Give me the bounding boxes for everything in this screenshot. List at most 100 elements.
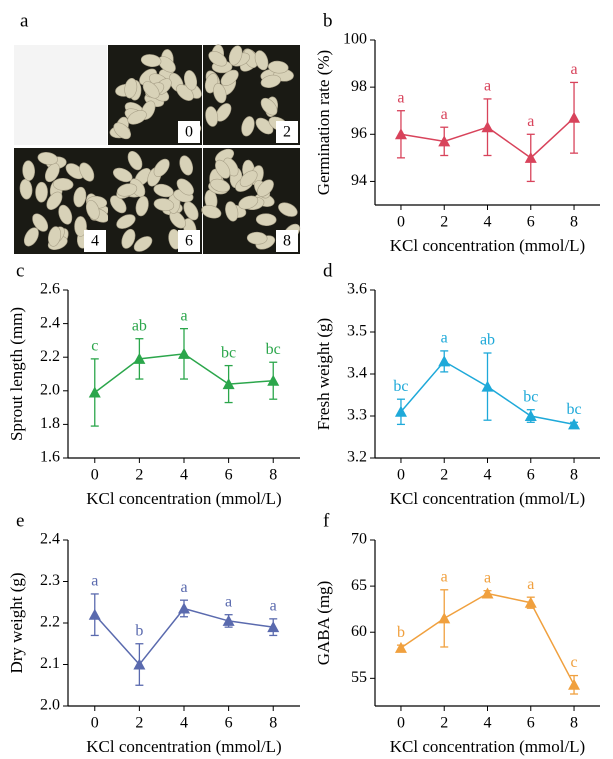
marker — [394, 641, 407, 653]
grain — [116, 183, 138, 197]
grain — [74, 216, 87, 237]
tile-label-box — [276, 121, 298, 143]
significance-letter: bc — [566, 401, 581, 418]
y-tick-label: 60 — [351, 623, 367, 640]
grain — [228, 45, 243, 66]
grain — [225, 201, 239, 222]
grain — [124, 77, 138, 99]
marker — [133, 352, 146, 364]
grain — [127, 150, 143, 171]
y-tick-label: 2.0 — [40, 697, 60, 714]
x-tick-label: 2 — [440, 715, 448, 732]
marker — [178, 602, 190, 614]
significance-letter: a — [527, 113, 534, 130]
y-axis-label: Fresh weight (g) — [314, 318, 333, 430]
significance-letter: b — [397, 624, 405, 641]
marker — [438, 612, 451, 624]
marker — [222, 614, 235, 626]
panel-label: c — [16, 260, 24, 281]
y-tick-label: 55 — [351, 669, 367, 686]
grain — [48, 226, 62, 247]
x-tick-label: 4 — [180, 715, 188, 732]
marker — [568, 111, 581, 123]
grain — [239, 170, 258, 187]
panel-label: d — [323, 260, 333, 281]
grain — [176, 178, 194, 196]
grain — [268, 60, 289, 74]
x-tick-label: 4 — [484, 715, 492, 732]
x-axis-label: KCl concentration (mmol/L) — [86, 489, 281, 508]
series-line — [400, 592, 575, 686]
grain — [46, 191, 63, 210]
marker — [568, 418, 581, 430]
significance-letter: a — [527, 576, 534, 593]
x-tick-label: 0 — [91, 467, 99, 484]
grain — [201, 205, 222, 219]
x-tick-label: 8 — [269, 715, 277, 732]
x-axis-label: KCl concentration (mmol/L) — [86, 737, 281, 756]
grain — [133, 236, 153, 252]
significance-letter: c — [570, 654, 577, 671]
y-tick-label: 65 — [351, 577, 367, 594]
grain — [112, 167, 133, 183]
grain — [254, 50, 269, 71]
marker — [568, 678, 581, 690]
grain — [260, 74, 281, 88]
blank-tile — [14, 45, 107, 145]
significance-letter: bc — [266, 341, 281, 358]
marker — [524, 410, 537, 421]
y-tick-label: 2.2 — [40, 614, 60, 631]
marker — [438, 355, 451, 367]
grain — [140, 54, 162, 67]
marker — [267, 374, 280, 386]
grain — [153, 183, 174, 198]
tile-label: 8 — [283, 233, 291, 250]
y-tick-label: 98 — [351, 78, 367, 95]
grain — [238, 195, 259, 210]
y-tick-label: 2.4 — [40, 531, 60, 548]
grain — [22, 160, 35, 181]
y-tick-label: 2.1 — [40, 655, 60, 672]
x-tick-label: 4 — [484, 214, 492, 231]
tile-label: 6 — [185, 233, 193, 250]
y-tick-label: 3.4 — [347, 365, 367, 382]
marker — [133, 658, 146, 670]
y-tick-label: 1.6 — [40, 449, 60, 466]
significance-letter: a — [91, 573, 98, 590]
grain — [110, 195, 127, 214]
tile-label: 2 — [283, 124, 291, 141]
x-axis-label: KCl concentration (mmol/L) — [390, 489, 585, 508]
significance-letter: a — [225, 593, 232, 610]
y-tick-label: 3.2 — [347, 449, 367, 466]
grain — [121, 228, 136, 249]
significance-letter: bc — [221, 344, 236, 361]
grain — [215, 159, 231, 179]
grain — [116, 214, 136, 229]
x-tick-label: 8 — [570, 214, 578, 231]
marker — [267, 621, 280, 633]
tile-label: 4 — [91, 233, 99, 250]
x-tick-label: 4 — [484, 467, 492, 484]
significance-letter: a — [441, 568, 448, 585]
grain — [210, 178, 231, 193]
grain — [255, 213, 277, 226]
grain — [241, 116, 255, 137]
marker — [481, 121, 494, 133]
grain — [113, 122, 131, 140]
grain — [19, 178, 33, 200]
x-tick-label: 0 — [397, 467, 405, 484]
significance-letter: a — [441, 106, 448, 123]
grain — [127, 110, 147, 125]
panel-label: e — [16, 510, 24, 531]
x-axis-label: KCl concentration (mmol/L) — [390, 236, 585, 255]
grain — [213, 83, 227, 104]
grain — [23, 227, 39, 247]
y-axis-label: GABA (mg) — [314, 581, 333, 666]
y-axis-label: Dry weight (g) — [7, 572, 26, 673]
grain — [32, 213, 49, 232]
grain — [246, 231, 268, 245]
x-tick-label: 8 — [570, 467, 578, 484]
x-tick-label: 6 — [225, 715, 233, 732]
x-tick-label: 8 — [570, 715, 578, 732]
